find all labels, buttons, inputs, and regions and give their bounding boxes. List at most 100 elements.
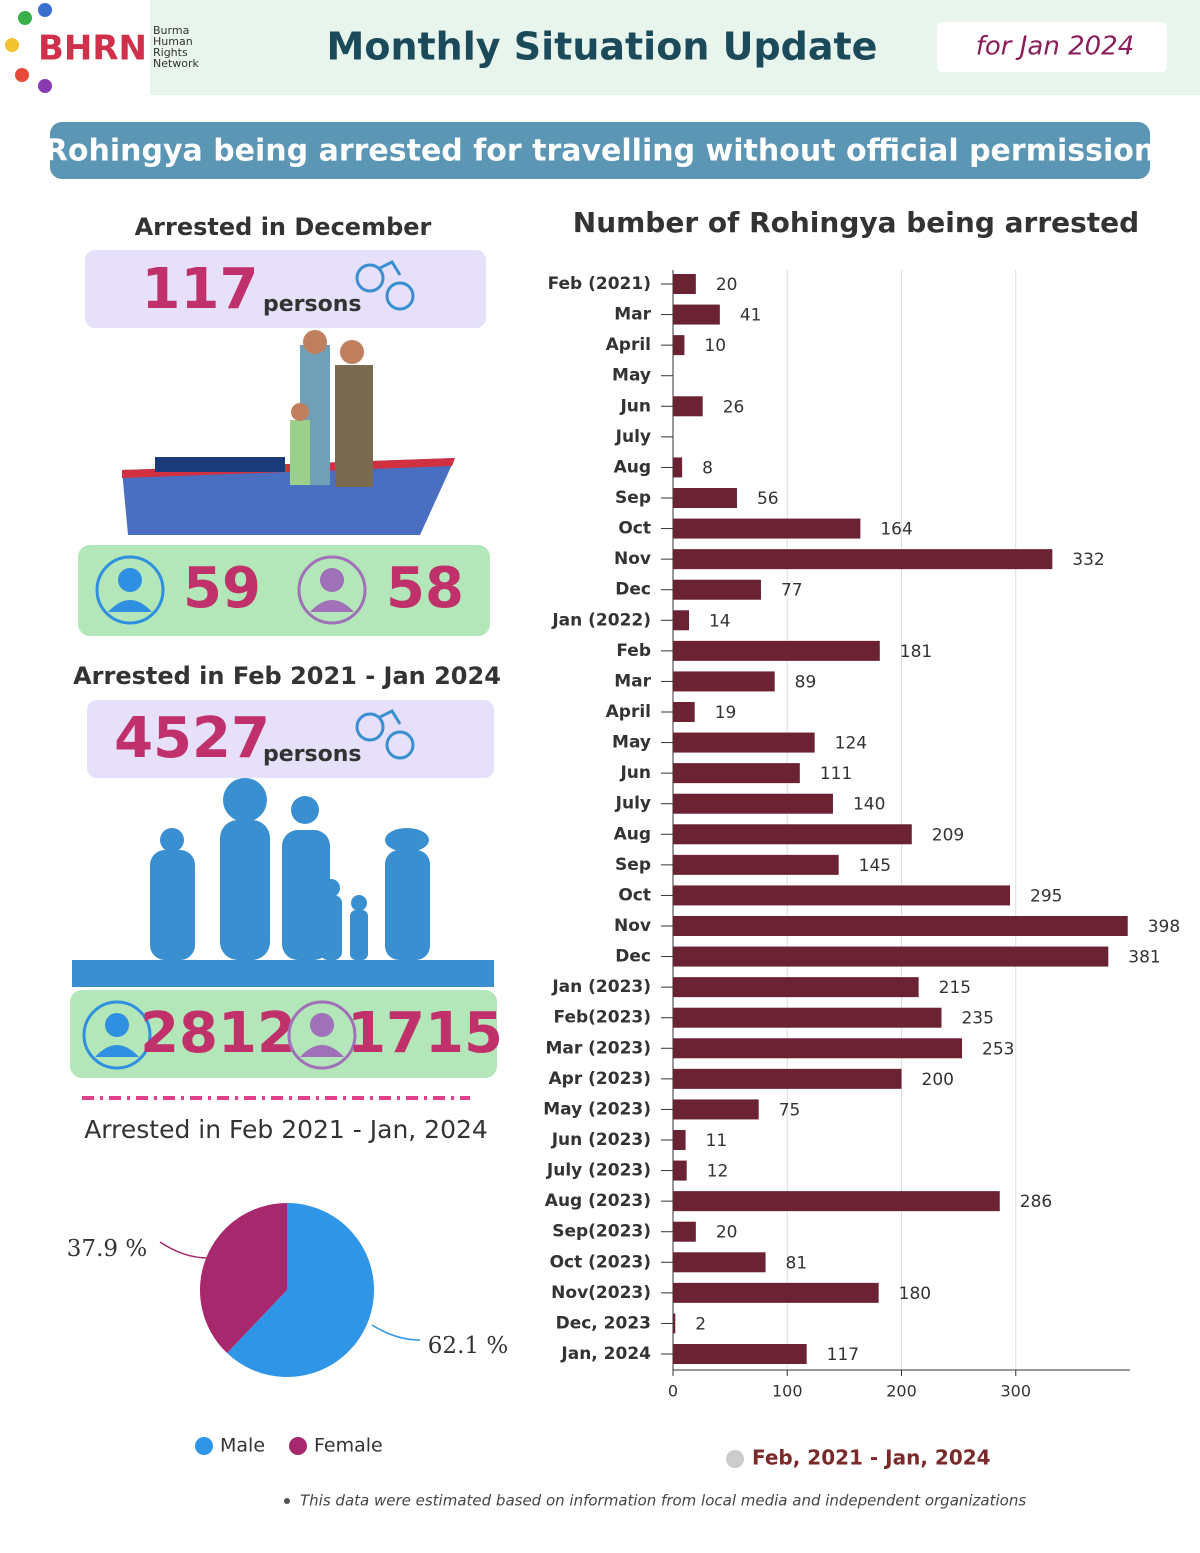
bar: [673, 1068, 902, 1089]
y-tick-label: Sep(2023): [552, 1222, 651, 1242]
bar: [673, 1007, 942, 1028]
value-label: 180: [899, 1284, 931, 1304]
x-tick-label: 200: [886, 1382, 917, 1401]
bar-title: Number of Rohingya being arrested: [573, 206, 1139, 239]
legend-swatch: [726, 1450, 744, 1468]
value-label: 200: [922, 1070, 954, 1090]
value-label: 295: [1030, 886, 1062, 906]
bar: [673, 671, 775, 692]
y-tick-label: Jan (2023): [551, 977, 651, 997]
y-tick-label: Jan, 2024: [560, 1344, 651, 1364]
y-tick-label: Mar (2023): [545, 1038, 651, 1058]
handcuffs-icon: [355, 260, 415, 311]
value-label: 286: [1020, 1192, 1052, 1212]
y-tick-label: July: [615, 794, 651, 814]
value-label: 56: [757, 489, 779, 509]
value-label: 381: [1128, 948, 1160, 968]
bar: [673, 396, 703, 417]
value-label: 26: [723, 397, 745, 417]
value-label: 10: [704, 336, 726, 356]
legend-label: Feb, 2021 - Jan, 2024: [752, 1446, 991, 1470]
value-label: 19: [715, 703, 737, 723]
female-icon: [297, 555, 367, 625]
total: 117: [142, 257, 259, 322]
value-label: 145: [859, 856, 891, 876]
value-label: 398: [1148, 917, 1180, 937]
value-label: 20: [716, 1223, 738, 1243]
value-label: 235: [961, 1009, 993, 1029]
value-label: 77: [781, 581, 803, 601]
value-label: 332: [1072, 550, 1104, 570]
logo-dots: [5, 3, 52, 93]
bullet: [284, 1498, 290, 1504]
y-tick-label: Apr (2023): [549, 1069, 651, 1089]
section-heading: Arrested in December: [135, 213, 432, 241]
unit: persons: [263, 742, 361, 767]
y-tick-label: July: [615, 427, 651, 447]
bar: [673, 488, 737, 508]
x-tick-label: 300: [1000, 1382, 1031, 1401]
y-tick-label: Oct: [618, 885, 651, 905]
bar: [673, 1191, 1000, 1212]
pie-slice: [227, 1203, 374, 1377]
y-tick-label: April: [606, 702, 651, 722]
bar: [673, 854, 839, 875]
bar: [673, 304, 720, 325]
legend-swatch: [195, 1437, 213, 1455]
org-name: Human: [153, 35, 193, 48]
unit: persons: [263, 292, 361, 317]
bar: [673, 1038, 963, 1059]
bar: [673, 1282, 879, 1303]
bar: [673, 1160, 687, 1181]
boat-illustration: [122, 330, 455, 535]
bar: [673, 579, 761, 600]
value-label: 11: [706, 1131, 728, 1151]
male-icon: [95, 555, 165, 625]
slice-label: 62.1 %: [428, 1333, 508, 1359]
y-tick-label: April: [606, 335, 651, 355]
y-tick-label: May: [612, 366, 651, 386]
y-tick-label: Mar: [614, 305, 651, 325]
x-tick-label: 100: [772, 1382, 803, 1401]
y-tick-label: Aug: [614, 824, 651, 844]
legend-label: Female: [314, 1435, 383, 1457]
bar: [673, 610, 689, 631]
bar: [673, 1344, 807, 1364]
y-tick-label: Nov(2023): [551, 1283, 651, 1303]
banner-bg: [50, 122, 1150, 179]
bar: [673, 457, 683, 478]
y-tick-label: Mar: [614, 671, 651, 691]
female-count: 58: [386, 556, 464, 621]
footnote: This data were estimated based on inform…: [300, 1492, 1026, 1510]
legend-swatch: [289, 1437, 307, 1455]
value-label: 140: [853, 795, 885, 815]
value-label: 124: [835, 734, 867, 754]
bar: [673, 274, 696, 294]
period-box: [937, 22, 1167, 72]
leader-line: [159, 1241, 209, 1259]
total-box: [87, 700, 494, 778]
bar: [673, 640, 880, 661]
y-tick-label: Sep: [615, 855, 651, 875]
pie-title: Arrested in Feb 2021 - Jan, 2024: [84, 1115, 488, 1144]
total: 4527: [114, 706, 270, 771]
y-tick-label: Nov: [614, 549, 651, 569]
x-tick-label: 0: [668, 1382, 678, 1401]
y-tick-label: Dec: [615, 580, 651, 600]
org-name: Network: [153, 57, 200, 70]
y-tick-label: Nov: [614, 916, 651, 936]
value-label: 253: [982, 1039, 1014, 1059]
y-tick-label: Aug (2023): [545, 1191, 651, 1211]
bar: [673, 1252, 766, 1273]
leader-line: [371, 1324, 421, 1341]
bar: [673, 1099, 759, 1120]
y-tick-label: Jun (2023): [551, 1130, 651, 1150]
bar: [673, 518, 861, 539]
people-illustration: [72, 778, 494, 987]
bar: [673, 824, 912, 845]
bar: [673, 885, 1011, 906]
page-title: Monthly Situation Update: [327, 25, 878, 69]
legend-label: Male: [220, 1435, 265, 1457]
y-tick-label: Sep: [615, 488, 651, 508]
